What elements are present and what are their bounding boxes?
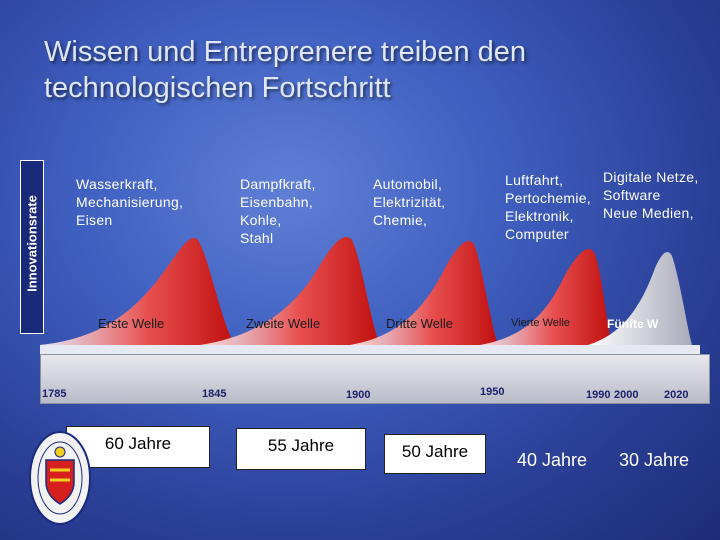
era-2: Dampfkraft, Eisenbahn, Kohle, Stahl <box>240 175 316 247</box>
era-3-line: Automobil, <box>373 176 443 192</box>
duration-2: 55 Jahre <box>236 428 366 470</box>
year-label: 1900 <box>346 389 371 401</box>
era-1: Wasserkraft, Mechanisierung, Eisen <box>76 175 183 229</box>
era-2-line: Stahl <box>240 230 274 246</box>
era-3-line: Elektrizität, <box>373 194 446 210</box>
era-2-line: Eisenbahn, <box>240 194 314 210</box>
era-3-line: Chemie, <box>373 212 428 228</box>
wave-4 <box>480 248 612 345</box>
year-label: 1845 <box>202 388 227 400</box>
duration-1: 60 Jahre <box>66 426 210 468</box>
year-label: 2000 <box>614 389 639 401</box>
page-title: Wissen und Entreprenere treiben den tech… <box>44 36 527 104</box>
wave-3 <box>350 241 498 345</box>
wave-2 <box>200 237 380 345</box>
era-3: Automobil, Elektrizität, Chemie, <box>373 175 445 229</box>
year-label: 1950 <box>480 386 505 398</box>
era-1-line: Mechanisierung, <box>76 194 184 210</box>
duration-4: 40 Jahre <box>516 450 588 470</box>
wave-label-3: Dritte Welle <box>386 316 453 331</box>
era-1-line: Wasserkraft, <box>76 176 158 192</box>
era-4-line: Luftfahrt, <box>505 172 564 188</box>
coat-of-arms-icon <box>29 431 91 525</box>
era-4-line: Pertochemie, <box>505 190 592 206</box>
y-axis-box: Innovationsrate <box>20 160 44 334</box>
year-label: 1990 <box>586 389 611 401</box>
era-2-line: Kohle, <box>240 212 282 228</box>
wave-label-4: Vierte Welle <box>511 317 570 329</box>
wave-label-5: Fünfte W <box>607 317 659 331</box>
era-5: Digitale Netze, Software Neue Medien, <box>603 168 699 222</box>
era-4-line: Elektronik, <box>505 208 574 224</box>
duration-5: 30 Jahre <box>618 450 690 470</box>
era-1-line: Eisen <box>76 212 113 228</box>
wave-1 <box>40 238 235 345</box>
timeline-bar <box>40 354 710 404</box>
year-label: 2020 <box>664 389 689 401</box>
era-5-line: Neue Medien, <box>603 205 694 221</box>
wave-label-2: Zweite Welle <box>246 316 321 331</box>
era-4: Luftfahrt, Pertochemie, Elektronik, Comp… <box>505 171 591 243</box>
wave-label-1: Erste Welle <box>98 316 165 331</box>
duration-3: 50 Jahre <box>384 434 486 474</box>
era-5-line: Software <box>603 187 661 203</box>
era-4-line: Computer <box>505 226 569 242</box>
year-label: 1785 <box>42 388 67 400</box>
era-2-line: Dampfkraft, <box>240 176 316 192</box>
wave-5 <box>588 252 692 345</box>
era-5-line: Digitale Netze, <box>603 169 699 185</box>
